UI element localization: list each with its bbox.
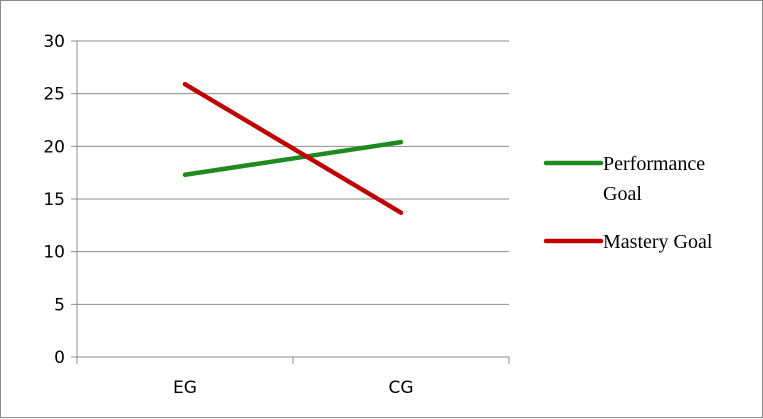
y-tick-label: 20 xyxy=(43,137,65,157)
series-line-mastery-goal xyxy=(182,81,404,215)
y-tick-label: 5 xyxy=(54,295,65,315)
legend-label-mastery-goal: Mastery Goal xyxy=(603,231,713,253)
gridlines xyxy=(77,40,509,305)
y-tick-label: 15 xyxy=(43,190,65,210)
series-line-performance-goal xyxy=(182,139,404,178)
series-lines xyxy=(182,81,404,215)
y-tick-label: 30 xyxy=(43,32,65,52)
y-tick-label: 0 xyxy=(54,348,65,368)
y-tick-label: 10 xyxy=(43,243,65,263)
legend-label-performance-goal: Performance xyxy=(603,153,705,175)
legend-label-performance-goal: Goal xyxy=(603,183,642,205)
legend: Performance Goal Mastery Goal xyxy=(543,153,713,253)
x-tick-labels: EG CG xyxy=(173,378,413,398)
axes xyxy=(71,40,510,364)
y-tick-label: 25 xyxy=(43,85,65,105)
x-tick-label: EG xyxy=(173,378,197,398)
y-tick-labels: 0 5 10 15 20 25 30 xyxy=(43,32,65,368)
x-tick-label: CG xyxy=(388,378,413,398)
